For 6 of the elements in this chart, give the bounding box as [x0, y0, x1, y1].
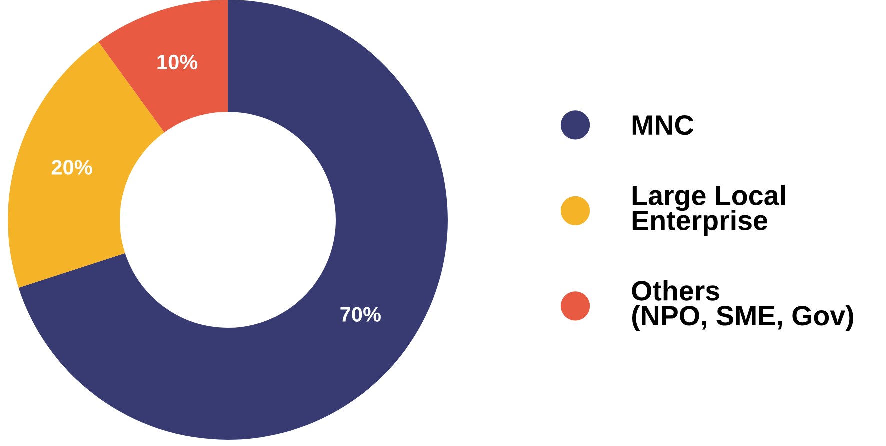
legend-label: MNC: [632, 116, 694, 136]
data-label: 20%: [52, 160, 92, 175]
data-label: 10%: [158, 54, 198, 70]
legend-label: Others (NPO, SME, Gov): [632, 280, 854, 332]
legend-label: Large Local Enterprise: [632, 185, 786, 236]
data-label: 70%: [340, 307, 381, 322]
